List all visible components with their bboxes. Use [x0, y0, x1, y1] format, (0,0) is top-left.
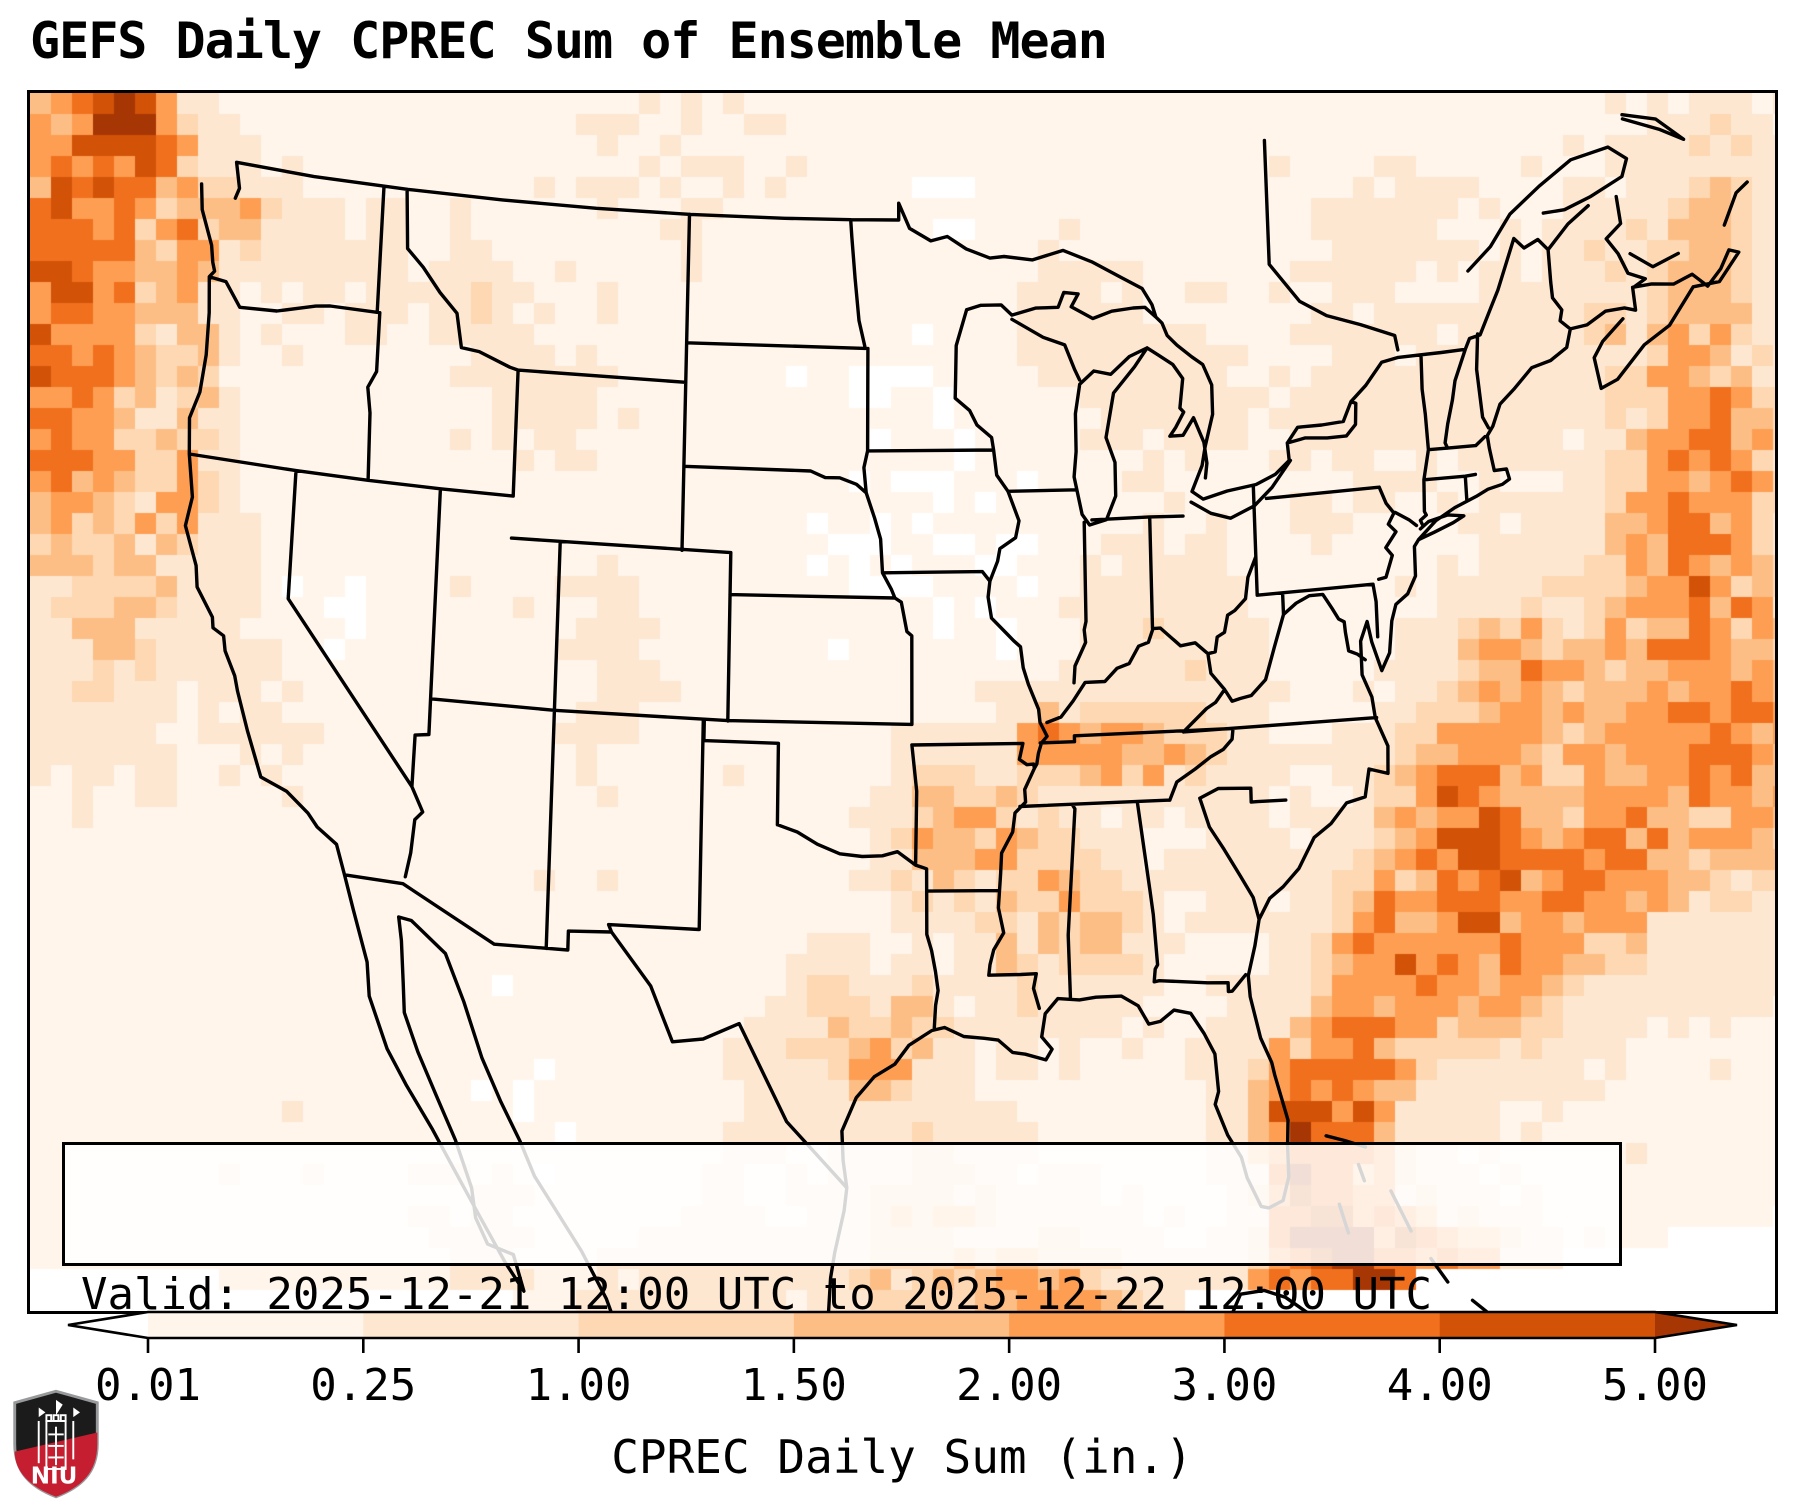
colorbar-axis-label: CPREC Daily Sum (in.): [611, 1430, 1193, 1484]
colorbar-tick-label: 0.25: [310, 1360, 416, 1411]
colorbar: 0.01 0.25 1.00 1.50 2.00 3.00 4.00 5.00 CPREC D…: [67, 1310, 1738, 1484]
colorbar-segment: [578, 1312, 795, 1338]
colorbar-tick-label: 3.00: [1171, 1360, 1277, 1411]
colorbar-segment: [793, 1312, 1010, 1338]
state-country-borders: [183, 113, 1749, 1311]
colorbar-tick-label: 1.50: [741, 1360, 847, 1411]
valid-text: Valid: 2025-12-21 12:00 UTC to 2025-12-2…: [81, 1269, 1433, 1314]
colorbar-tick-label: 2.00: [956, 1360, 1062, 1411]
figure-title: GEFS Daily CPREC Sum of Ensemble Mean: [30, 12, 1108, 70]
niu-logo-text: NIU: [31, 1463, 78, 1489]
colorbar-segment: [1439, 1312, 1656, 1338]
colorbar-tick-label: 1.00: [526, 1360, 632, 1411]
colorbar-body: [67, 1310, 1738, 1340]
colorbar-tick-label: 0.01: [95, 1360, 201, 1411]
valid-run-box: Valid: 2025-12-21 12:00 UTC to 2025-12-2…: [62, 1142, 1622, 1311]
map-panel: Valid: 2025-12-21 12:00 UTC to 2025-12-2…: [27, 90, 1778, 1314]
colorbar-segment: [148, 1312, 364, 1338]
niu-logo: NIU: [13, 1389, 99, 1499]
colorbar-segment: [1224, 1312, 1441, 1338]
colorbar-segment: [1009, 1312, 1225, 1338]
precipitation-raster: [30, 93, 1775, 1311]
colorbar-segment: [363, 1312, 580, 1338]
basemap-borders: [183, 113, 1749, 1311]
colorbar-under-arrow: [68, 1312, 148, 1338]
colorbar-ticks: [146, 1338, 1657, 1353]
colorbar-tick-label: 4.00: [1387, 1360, 1493, 1411]
colorbar-over-arrow: [1655, 1312, 1737, 1338]
colorbar-tick-labels: 0.01 0.25 1.00 1.50 2.00 3.00 4.00 5.00: [95, 1360, 1708, 1411]
castle-icon: [37, 1399, 80, 1470]
colorbar-tick-label: 5.00: [1602, 1360, 1708, 1411]
